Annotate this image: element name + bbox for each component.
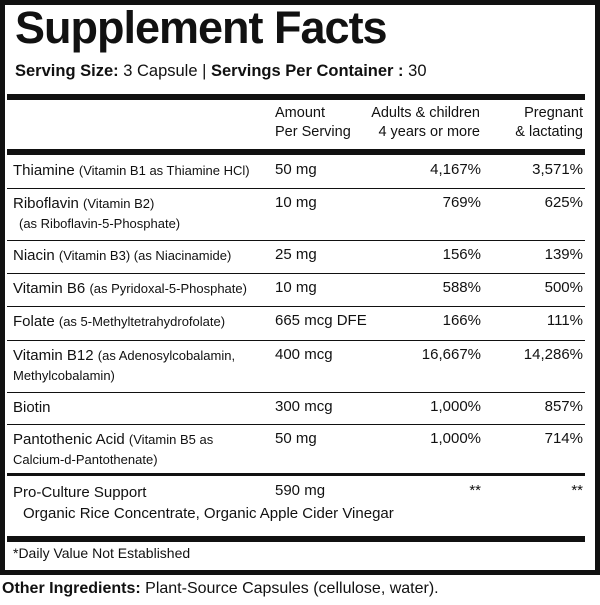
nutrient-name: Folate xyxy=(13,313,55,330)
header-pregnant-line1: Pregnant xyxy=(524,105,583,121)
nutrient-row: Folate (as 5-Methyltetrahydrofolate) 665 … xyxy=(7,306,585,341)
nutrient-detail: (Vitamin B2) xyxy=(83,196,155,211)
divider-bar xyxy=(7,149,585,155)
nutrient-label: Vitamin B6 (as Pyridoxal-5-Phosphate) xyxy=(13,279,247,299)
supplement-facts-panel xyxy=(0,0,600,575)
servings-per-container-label: Servings Per Container : xyxy=(210,62,404,80)
other-ingredients-value: Plant-Source Capsules (cellulose, water)… xyxy=(145,580,439,597)
dv-pregnant: 3,571% xyxy=(532,161,583,178)
footnote: *Daily Value Not Established xyxy=(13,545,191,561)
nutrient-row: Thiamine (Vitamin B1 as Thiamine HCl) 50 … xyxy=(7,155,585,189)
panel-title: Supplement Facts xyxy=(15,2,388,53)
dv-pregnant: 14,286% xyxy=(523,346,583,363)
amount-per-serving: 50 mg xyxy=(275,161,317,178)
nutrient-label: Riboflavin (Vitamin B2) (as Riboflavin-5-… xyxy=(13,194,180,234)
nutrient-name: Niacin xyxy=(13,247,55,264)
dv-adults: 1,000% xyxy=(430,430,481,447)
nutrient-label: Vitamin B12 (as Adenosylcobalamin, Methyl… xyxy=(13,346,235,386)
nutrient-row: Biotin 300 mcg 1,000% 857% xyxy=(7,392,585,425)
nutrient-detail: (as Adenosylcobalamin, xyxy=(97,348,236,363)
servings-per-container-value: 30 xyxy=(408,62,427,80)
serving-info: Serving Size: 3 Capsule | Servings Per C… xyxy=(15,62,427,81)
nutrient-detail: (as Pyridoxal-5-Phosphate) xyxy=(89,281,247,296)
amount-per-serving: 25 mg xyxy=(275,246,317,263)
nutrient-detail-2: Methylcobalamin) xyxy=(13,368,115,383)
nutrient-row: Riboflavin (Vitamin B2) (as Riboflavin-5-… xyxy=(7,188,585,241)
dv-adults: ** xyxy=(469,482,481,499)
dv-pregnant: 714% xyxy=(544,430,583,447)
serving-size-label: Serving Size: xyxy=(15,62,119,80)
dv-pregnant: 111% xyxy=(546,312,583,329)
dv-adults: 1,000% xyxy=(430,398,481,415)
dv-adults: 16,667% xyxy=(421,346,481,363)
amount-per-serving: 10 mg xyxy=(275,279,317,296)
nutrient-row: Vitamin B6 (as Pyridoxal-5-Phosphate) 10 … xyxy=(7,273,585,307)
amount-per-serving: 590 mg xyxy=(275,482,326,499)
nutrient-label: Pro-Culture Support Organic Rice Concentr… xyxy=(13,482,394,524)
nutrient-row: Niacin (Vitamin B3) (as Niacinamide) 25 m… xyxy=(7,240,585,274)
header-adults-line1: Adults & children xyxy=(371,105,480,121)
dv-pregnant: 500% xyxy=(544,279,583,296)
dv-pregnant: ** xyxy=(571,482,583,499)
header-adults: Adults & children 4 years or more xyxy=(371,104,480,142)
amount-per-serving: 300 mcg xyxy=(275,398,333,415)
nutrient-label: Pantothenic Acid (Vitamin B5 as Calcium-d… xyxy=(13,430,213,470)
dv-pregnant: 139% xyxy=(544,246,583,263)
header-amount-line1: Amount xyxy=(275,105,325,121)
dv-adults: 156% xyxy=(442,246,481,263)
nutrient-name: Vitamin B12 xyxy=(13,347,94,364)
nutrient-name: Biotin xyxy=(13,399,51,416)
header-pregnant: Pregnant & lactating xyxy=(515,104,583,142)
amount-per-serving: 10 mg xyxy=(275,194,317,211)
header-amount: Amount Per Serving xyxy=(275,104,351,142)
dv-pregnant: 625% xyxy=(544,194,583,211)
divider-bar xyxy=(7,536,585,542)
nutrient-label: Thiamine (Vitamin B1 as Thiamine HCl) xyxy=(13,161,250,181)
nutrient-detail: (as 5-Methyltetrahydrofolate) xyxy=(58,314,226,329)
nutrient-name: Pantothenic Acid xyxy=(13,431,125,448)
nutrient-detail-2: Calcium-d-Pantothenate) xyxy=(13,452,158,467)
dv-adults: 4,167% xyxy=(430,161,481,178)
nutrient-detail-2: Organic Rice Concentrate, Organic Apple … xyxy=(23,505,394,522)
nutrient-row: Pro-Culture Support Organic Rice Concentr… xyxy=(7,476,585,536)
dv-pregnant: 857% xyxy=(544,398,583,415)
serving-size-value: 3 Capsule | xyxy=(123,62,207,80)
header-amount-line2: Per Serving xyxy=(275,124,351,140)
nutrient-detail: (Vitamin B5 as xyxy=(128,432,214,447)
nutrient-name: Pro-Culture Support xyxy=(13,484,147,501)
dv-adults: 166% xyxy=(442,312,481,329)
nutrient-name: Vitamin B6 xyxy=(13,280,86,297)
nutrient-detail: (Vitamin B3) (as Niacinamide) xyxy=(58,248,232,263)
amount-per-serving: 50 mg xyxy=(275,430,317,447)
nutrient-row: Pantothenic Acid (Vitamin B5 as Calcium-d… xyxy=(7,424,585,476)
nutrient-label: Folate (as 5-Methyltetrahydrofolate) xyxy=(13,312,225,332)
nutrient-detail: (Vitamin B1 as Thiamine HCl) xyxy=(78,163,250,178)
dv-adults: 588% xyxy=(442,279,481,296)
dv-adults: 769% xyxy=(442,194,481,211)
header-pregnant-line2: & lactating xyxy=(515,124,583,140)
nutrient-label: Niacin (Vitamin B3) (as Niacinamide) xyxy=(13,246,231,266)
divider-bar xyxy=(7,473,585,476)
divider-bar xyxy=(7,94,585,100)
nutrient-name: Thiamine xyxy=(13,162,75,179)
nutrient-row: Vitamin B12 (as Adenosylcobalamin, Methyl… xyxy=(7,340,585,393)
amount-per-serving: 665 mcg DFE xyxy=(275,312,367,329)
other-ingredients-label: Other Ingredients: xyxy=(2,580,141,597)
other-ingredients: Other Ingredients: Plant-Source Capsules… xyxy=(2,580,439,598)
amount-per-serving: 400 mcg xyxy=(275,346,333,363)
header-adults-line2: 4 years or more xyxy=(378,124,480,140)
nutrient-detail-2: (as Riboflavin-5-Phosphate) xyxy=(19,216,181,231)
nutrient-name: Riboflavin xyxy=(13,195,79,212)
nutrient-label: Biotin xyxy=(13,398,51,418)
